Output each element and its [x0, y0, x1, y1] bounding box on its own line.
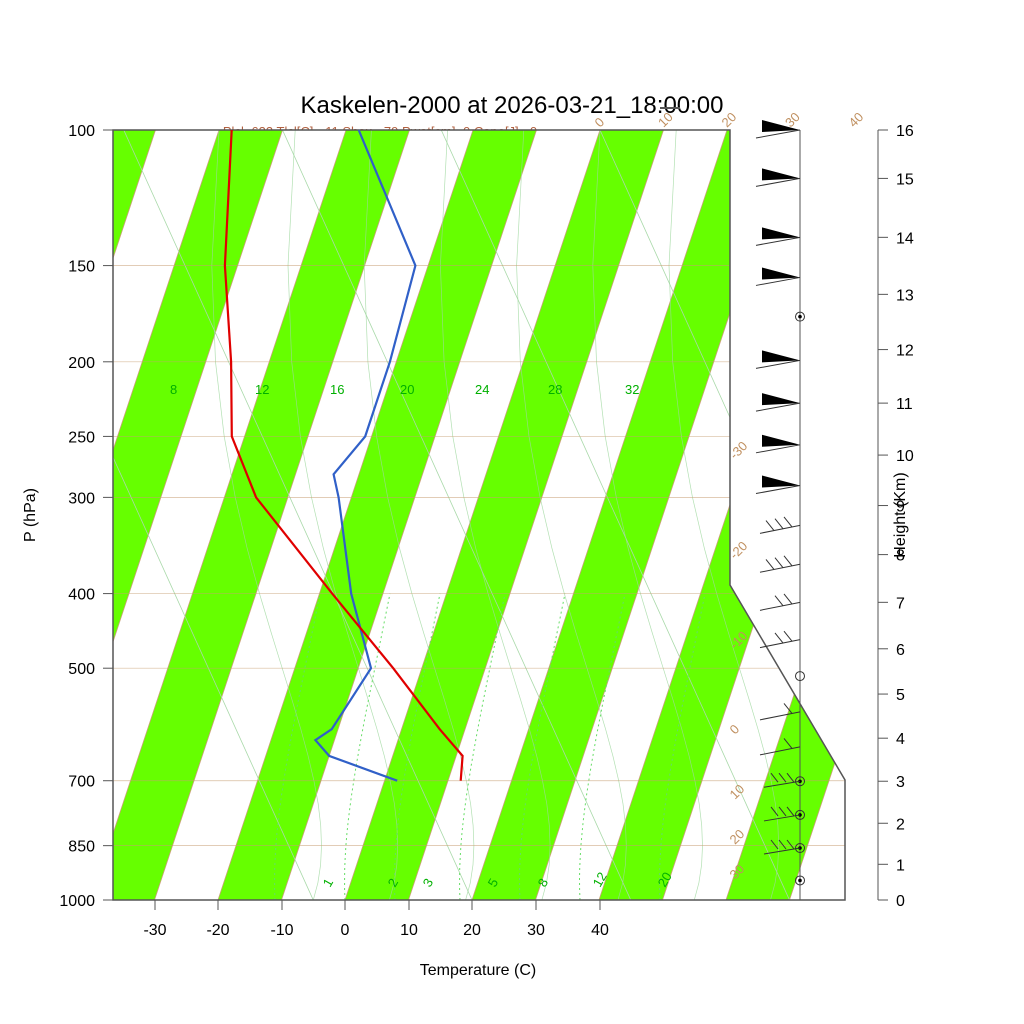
svg-text:3: 3: [896, 774, 905, 791]
wind-barb[interactable]: [760, 517, 800, 533]
svg-text:13: 13: [896, 287, 914, 304]
svg-text:16: 16: [330, 382, 344, 397]
svg-text:8: 8: [170, 382, 177, 397]
svg-text:2: 2: [896, 816, 905, 833]
svg-text:500: 500: [68, 661, 95, 678]
svg-text:16: 16: [896, 123, 914, 140]
svg-text:20: 20: [400, 382, 414, 397]
svg-text:10: 10: [400, 922, 418, 939]
wind-barb[interactable]: [756, 168, 800, 186]
svg-text:0: 0: [896, 893, 905, 910]
svg-text:5: 5: [896, 687, 905, 704]
svg-text:400: 400: [68, 587, 95, 604]
svg-text:28: 28: [548, 382, 562, 397]
svg-text:200: 200: [68, 355, 95, 372]
svg-text:11: 11: [896, 396, 913, 413]
svg-text:10: 10: [655, 109, 676, 130]
wind-barb[interactable]: [756, 227, 800, 245]
isotherm-value-labels: 0 10 20 30 40: [592, 109, 867, 130]
svg-text:-10: -10: [270, 922, 293, 939]
svg-text:100: 100: [68, 123, 95, 140]
svg-text:40: 40: [846, 109, 867, 130]
svg-text:40: 40: [591, 922, 609, 939]
svg-text:15: 15: [896, 171, 914, 188]
pressure-axis[interactable]: 100 150 200 250 300 400 500 700 850 1000: [59, 123, 113, 910]
svg-text:24: 24: [475, 382, 489, 397]
wind-barb[interactable]: [760, 594, 800, 610]
svg-text:250: 250: [68, 429, 95, 446]
svg-text:14: 14: [896, 230, 914, 247]
wind-barb[interactable]: [756, 267, 800, 285]
temperature-axis-label: Temperature (C): [420, 962, 536, 979]
svg-text:300: 300: [68, 490, 95, 507]
svg-text:-30: -30: [143, 922, 166, 939]
svg-text:7: 7: [896, 595, 905, 612]
svg-text:850: 850: [68, 839, 95, 856]
skewt-chart: 0 10 20 30 40 8 12 16 20 24 28 32 1 2 3 5 8 12 20 -30-20…: [0, 0, 1024, 1024]
wind-barb[interactable]: [756, 476, 800, 494]
height-axis-label: Height (Km): [892, 472, 909, 557]
wind-barb[interactable]: [756, 393, 800, 411]
svg-text:20: 20: [463, 922, 481, 939]
wind-barb[interactable]: [756, 350, 800, 368]
svg-text:12: 12: [896, 343, 914, 360]
svg-text:4: 4: [896, 731, 905, 748]
svg-text:1: 1: [896, 857, 905, 874]
wind-barb[interactable]: [760, 556, 800, 572]
svg-text:30: 30: [527, 922, 545, 939]
svg-text:20: 20: [719, 109, 740, 130]
svg-text:32: 32: [625, 382, 639, 397]
wind-barb[interactable]: [756, 435, 800, 453]
pressure-axis-label: P (hPa): [22, 488, 39, 542]
svg-text:0: 0: [341, 922, 350, 939]
svg-text:12: 12: [255, 382, 269, 397]
svg-text:6: 6: [896, 642, 905, 659]
svg-text:-20: -20: [206, 922, 229, 939]
svg-text:1000: 1000: [59, 893, 95, 910]
temperature-axis[interactable]: -30 -20 -10 0 10 20 30 40: [113, 900, 845, 939]
svg-text:0: 0: [592, 114, 608, 130]
svg-text:10: 10: [896, 448, 914, 465]
svg-text:150: 150: [68, 259, 95, 276]
svg-text:700: 700: [68, 774, 95, 791]
